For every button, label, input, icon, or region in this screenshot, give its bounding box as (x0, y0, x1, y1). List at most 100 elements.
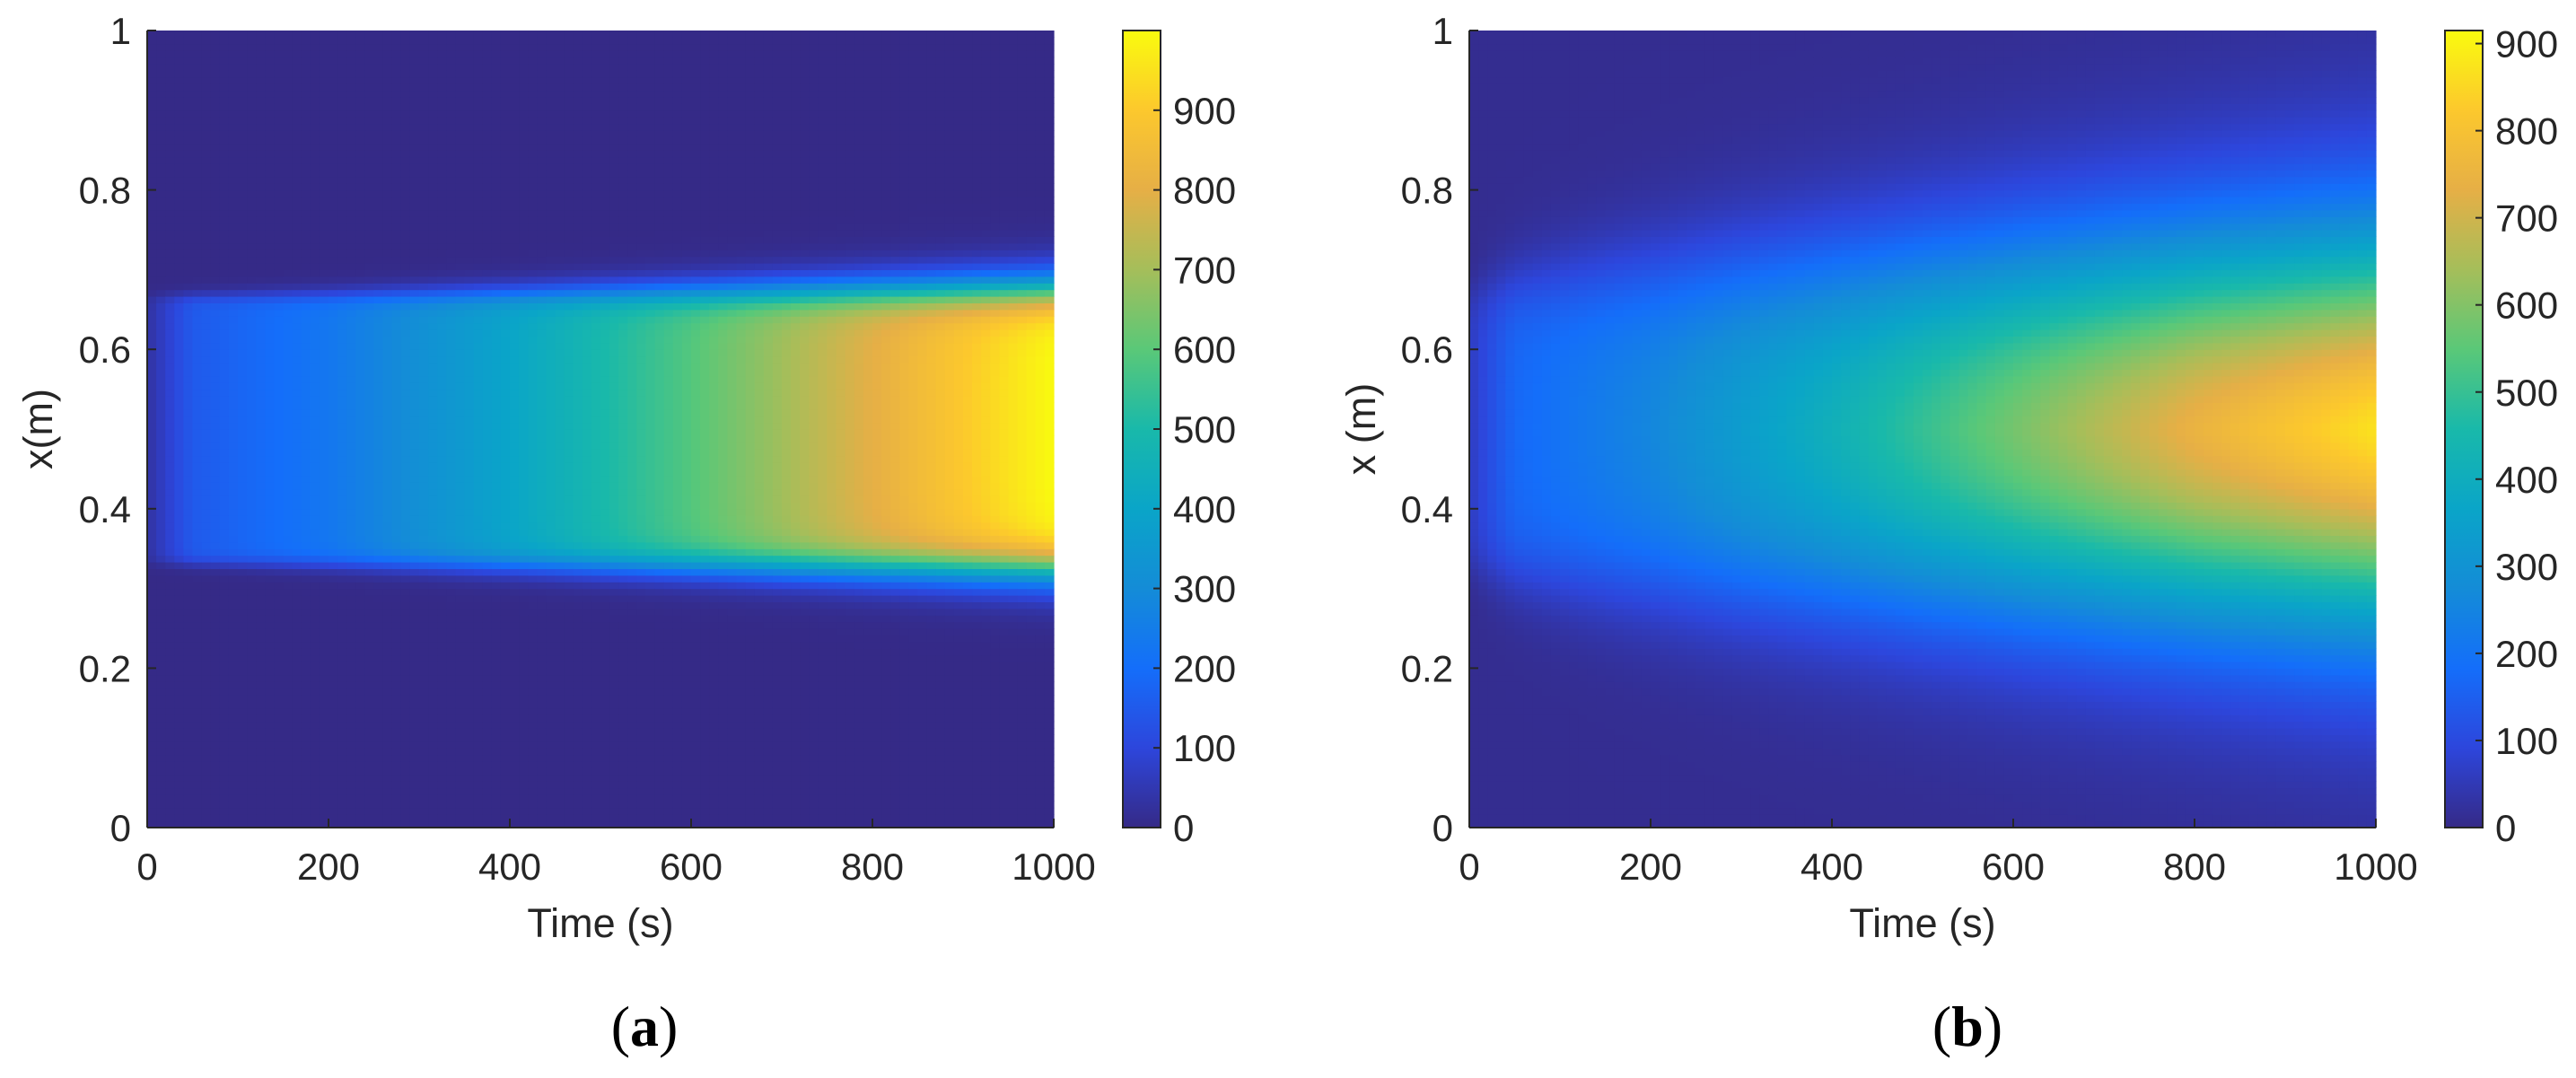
heatmap-cell (419, 110, 429, 118)
heatmap-cell (392, 336, 402, 343)
heatmap-cell (483, 124, 493, 131)
heatmap-cell (446, 382, 456, 390)
heatmap-cell (202, 734, 212, 741)
heatmap-cell (401, 482, 411, 489)
heatmap-cell (474, 117, 484, 124)
heatmap-cell (284, 382, 294, 390)
heatmap-cell (302, 64, 311, 71)
heatmap-cell (238, 562, 248, 569)
heatmap-cell (346, 50, 356, 57)
heatmap-cell (519, 390, 529, 397)
heatmap-cell (419, 509, 429, 516)
heatmap-cell (174, 343, 184, 350)
heatmap-cell (364, 482, 374, 489)
heatmap-cell (247, 655, 257, 662)
heatmap-cell (474, 482, 484, 489)
heatmap-cell (474, 609, 484, 616)
heatmap-cell (183, 781, 193, 788)
heatmap-cell (501, 396, 511, 403)
heatmap-cell (247, 223, 257, 231)
heatmap-cell (329, 223, 338, 231)
heatmap-cell (392, 183, 402, 190)
heatmap-cell (238, 57, 248, 65)
heatmap-cell (302, 741, 311, 749)
heatmap-cell (410, 130, 420, 137)
heatmap-cell (293, 290, 302, 297)
heatmap-cell (147, 57, 157, 65)
heatmap-cell (510, 316, 520, 323)
heatmap-cell (492, 495, 502, 503)
heatmap-cell (383, 728, 393, 735)
heatmap-cell (147, 529, 157, 536)
heatmap-cell (211, 482, 221, 489)
heatmap-cell (229, 423, 239, 430)
heatmap-cell (156, 269, 166, 276)
heatmap-cell (465, 556, 475, 563)
heatmap-cell (320, 728, 329, 735)
heatmap-cell (419, 263, 429, 270)
heatmap-cell (174, 495, 184, 503)
heatmap-cell (401, 695, 411, 702)
heatmap-cell (193, 562, 203, 569)
heatmap-cell (346, 675, 356, 682)
heatmap-cell (238, 83, 248, 91)
heatmap-cell (419, 310, 429, 317)
heatmap-cell (483, 170, 493, 177)
heatmap-cell (265, 449, 275, 456)
heatmap-cell (392, 648, 402, 655)
heatmap-cell (256, 356, 266, 364)
heatmap-cell (238, 230, 248, 237)
heatmap-cell (238, 31, 248, 38)
heatmap-cell (483, 64, 493, 71)
heatmap-cell (183, 250, 193, 257)
heatmap-cell (474, 382, 484, 390)
heatmap-cell (265, 37, 275, 44)
heatmap-cell (247, 276, 257, 284)
heatmap-cell (465, 648, 475, 655)
heatmap-cell (364, 70, 374, 77)
heatmap-cell (474, 190, 484, 197)
heatmap-cell (293, 316, 302, 323)
heatmap-cell (174, 622, 184, 629)
heatmap-cell (165, 91, 175, 98)
heatmap-cell (147, 150, 157, 157)
heatmap-cell (364, 290, 374, 297)
heatmap-cell (165, 323, 175, 330)
heatmap-cell (193, 429, 203, 436)
heatmap-cell (337, 91, 347, 98)
heatmap-cell (265, 91, 275, 98)
heatmap-cell (446, 429, 456, 436)
heatmap-cell (165, 542, 175, 549)
heatmap-cell (401, 435, 411, 443)
heatmap-cell (183, 110, 193, 118)
heatmap-cell (510, 409, 520, 416)
heatmap-cell (202, 814, 212, 821)
heatmap-cell (455, 462, 465, 469)
heatmap-cell (311, 203, 320, 210)
heatmap-cell (174, 257, 184, 264)
heatmap-cell (364, 515, 374, 522)
heatmap-cell (465, 296, 475, 303)
heatmap-cell (202, 402, 212, 409)
heatmap-cell (183, 794, 193, 802)
heatmap-cell (156, 302, 166, 310)
heatmap-cell (183, 70, 193, 77)
heatmap-cell (410, 64, 420, 71)
heatmap-cell (437, 203, 447, 210)
heatmap-cell (320, 548, 329, 556)
heatmap-cell (229, 734, 239, 741)
heatmap-cell (202, 343, 212, 350)
heatmap-cell (147, 177, 157, 184)
heatmap-cell (446, 509, 456, 516)
heatmap-cell (211, 409, 221, 416)
heatmap-cell (483, 595, 493, 602)
heatmap-cell (483, 283, 493, 290)
heatmap-cell (374, 449, 384, 456)
heatmap-cell (320, 814, 329, 821)
heatmap-cell (437, 755, 447, 762)
heatmap-cell (483, 775, 493, 782)
heatmap-cell (410, 548, 420, 556)
heatmap-cell (419, 775, 429, 782)
heatmap-cell (265, 44, 275, 51)
heatmap-cell (455, 568, 465, 575)
